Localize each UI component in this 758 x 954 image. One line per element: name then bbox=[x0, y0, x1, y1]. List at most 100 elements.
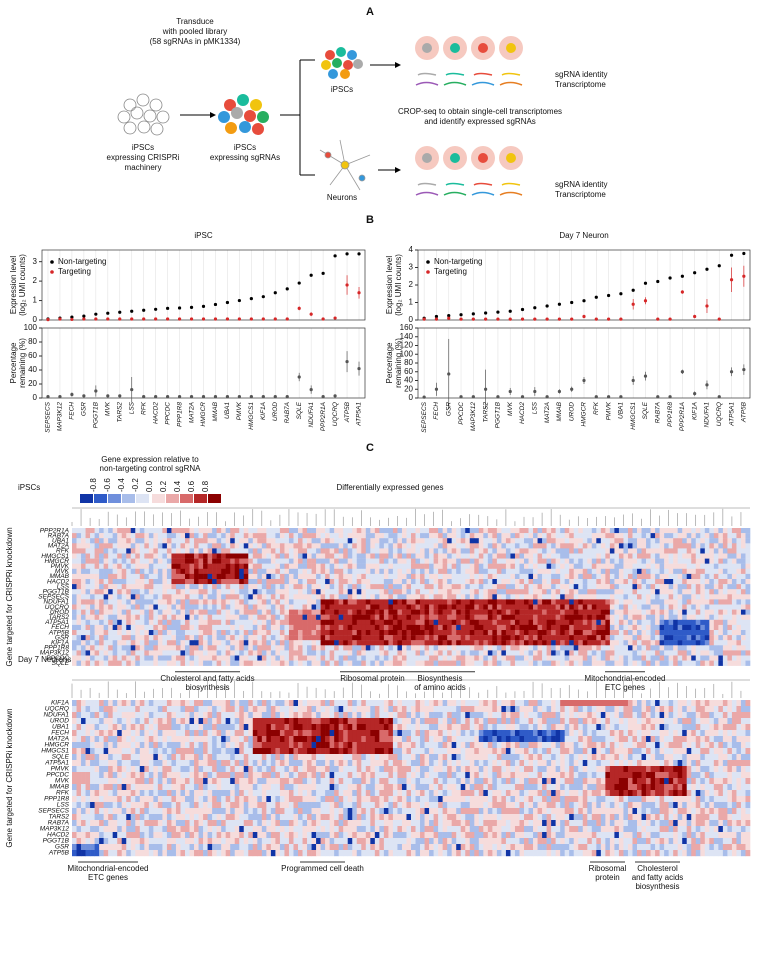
y-axis-label: Percentage bbox=[385, 342, 394, 383]
heatmap-cell bbox=[144, 563, 150, 569]
heatmap-cell bbox=[121, 609, 127, 615]
dot bbox=[166, 317, 170, 321]
heatmap-cell bbox=[451, 609, 457, 615]
heatmap-cell bbox=[740, 533, 746, 539]
heatmap-cell bbox=[126, 533, 132, 539]
heatmap-cell bbox=[334, 573, 339, 580]
heatmap-cell bbox=[325, 604, 330, 610]
heatmap-cell bbox=[248, 604, 254, 610]
heatmap-cell bbox=[718, 609, 724, 615]
heatmap-cell bbox=[537, 579, 543, 585]
heatmap-cell bbox=[329, 594, 335, 600]
heatmap-cell bbox=[492, 528, 498, 534]
heatmap-cell bbox=[108, 548, 113, 554]
heatmap-cell bbox=[153, 660, 159, 666]
heatmap-cell bbox=[501, 538, 507, 544]
heatmap-cell bbox=[447, 619, 452, 626]
heatmap-cell bbox=[487, 645, 493, 651]
heatmap-cell bbox=[76, 706, 82, 713]
row-label: PMVK bbox=[51, 563, 70, 570]
heatmap-cell bbox=[266, 533, 272, 539]
heatmap-cell bbox=[261, 614, 267, 620]
heatmap-cell bbox=[162, 604, 168, 610]
heatmap-cell bbox=[411, 660, 416, 666]
heatmap-cell bbox=[388, 543, 394, 549]
heatmap-cell bbox=[374, 533, 380, 539]
heatmap-cell bbox=[221, 533, 226, 539]
heatmap-cell bbox=[740, 599, 746, 605]
heatmap-cell bbox=[415, 558, 421, 564]
heatmap-cell bbox=[650, 640, 656, 646]
panel-a-art bbox=[117, 36, 523, 196]
heatmap-cell bbox=[225, 584, 231, 590]
heatmap-cell bbox=[709, 548, 715, 554]
row-label: MMAB bbox=[50, 573, 70, 580]
heatmap-cell bbox=[605, 660, 611, 666]
heatmap-cell bbox=[492, 700, 498, 707]
heatmap-cell bbox=[298, 609, 303, 615]
dot bbox=[422, 395, 426, 399]
heatmap-cell bbox=[361, 568, 367, 575]
heatmap-cell bbox=[740, 584, 746, 590]
heatmap-cell bbox=[424, 630, 430, 636]
heatmap-cell bbox=[329, 563, 335, 569]
heatmap-cell bbox=[686, 579, 692, 585]
heatmap-cell bbox=[207, 528, 213, 534]
heatmap-cell bbox=[415, 599, 421, 605]
heatmap-cell bbox=[248, 589, 254, 595]
heatmap-cell bbox=[673, 573, 678, 580]
heatmap-cell bbox=[76, 589, 82, 595]
heatmap-cell bbox=[483, 579, 489, 585]
heatmap-cell bbox=[555, 700, 561, 707]
heatmap-cell bbox=[533, 604, 538, 610]
heatmap-cell bbox=[600, 640, 606, 646]
heatmap-cell bbox=[239, 533, 245, 539]
heatmap-cell bbox=[298, 533, 303, 539]
heatmap-cell bbox=[745, 563, 751, 569]
heatmap-cell bbox=[496, 650, 502, 656]
heatmap-cell bbox=[736, 655, 742, 661]
heatmap-cell bbox=[736, 568, 742, 575]
heatmap-cell bbox=[126, 630, 132, 636]
heatmap-cell bbox=[157, 706, 163, 713]
heatmap-cell bbox=[465, 604, 471, 610]
heatmap-cell bbox=[166, 624, 172, 631]
heatmap-cell bbox=[316, 594, 321, 600]
heatmap-cell bbox=[203, 640, 208, 646]
heatmap-cell bbox=[148, 579, 154, 585]
heatmap-cell bbox=[655, 624, 660, 631]
heatmap-cell bbox=[478, 635, 484, 641]
heatmap-cell bbox=[230, 599, 236, 605]
heatmap-cell bbox=[411, 650, 416, 656]
heatmap-cell bbox=[533, 528, 538, 534]
heatmap-cell bbox=[659, 640, 665, 646]
heatmap-cell bbox=[736, 573, 742, 580]
heatmap-cell bbox=[144, 599, 150, 605]
x-tick-label: UROD bbox=[272, 402, 279, 421]
heatmap-cell bbox=[72, 563, 77, 569]
heatmap-cell bbox=[415, 645, 421, 651]
heatmap-cell bbox=[252, 579, 258, 585]
heatmap-cell bbox=[248, 579, 254, 585]
heatmap-cell bbox=[501, 568, 507, 575]
heatmap-cell bbox=[252, 619, 258, 626]
heatmap-cell bbox=[175, 614, 181, 620]
heatmap-cell bbox=[180, 584, 186, 590]
heatmap-cell bbox=[198, 645, 204, 651]
heatmap-cell bbox=[546, 645, 552, 651]
heatmap-cell bbox=[117, 594, 123, 600]
heatmap-cell bbox=[691, 614, 697, 620]
heatmap-cell bbox=[248, 655, 254, 661]
heatmap-cell bbox=[370, 599, 376, 605]
colorbar-tick-label: -0.4 bbox=[117, 478, 126, 492]
heatmap-cell bbox=[392, 553, 398, 559]
heatmap-cell bbox=[180, 640, 186, 646]
heatmap-cell bbox=[406, 563, 412, 569]
row-label: RAB7A bbox=[48, 532, 69, 539]
heatmap-cell bbox=[126, 543, 132, 549]
heatmap-cell bbox=[166, 604, 172, 610]
heatmap-cell bbox=[700, 558, 706, 564]
heatmap-cell bbox=[533, 594, 538, 600]
heatmap-cell bbox=[600, 558, 606, 564]
heatmap-cell bbox=[704, 589, 710, 595]
